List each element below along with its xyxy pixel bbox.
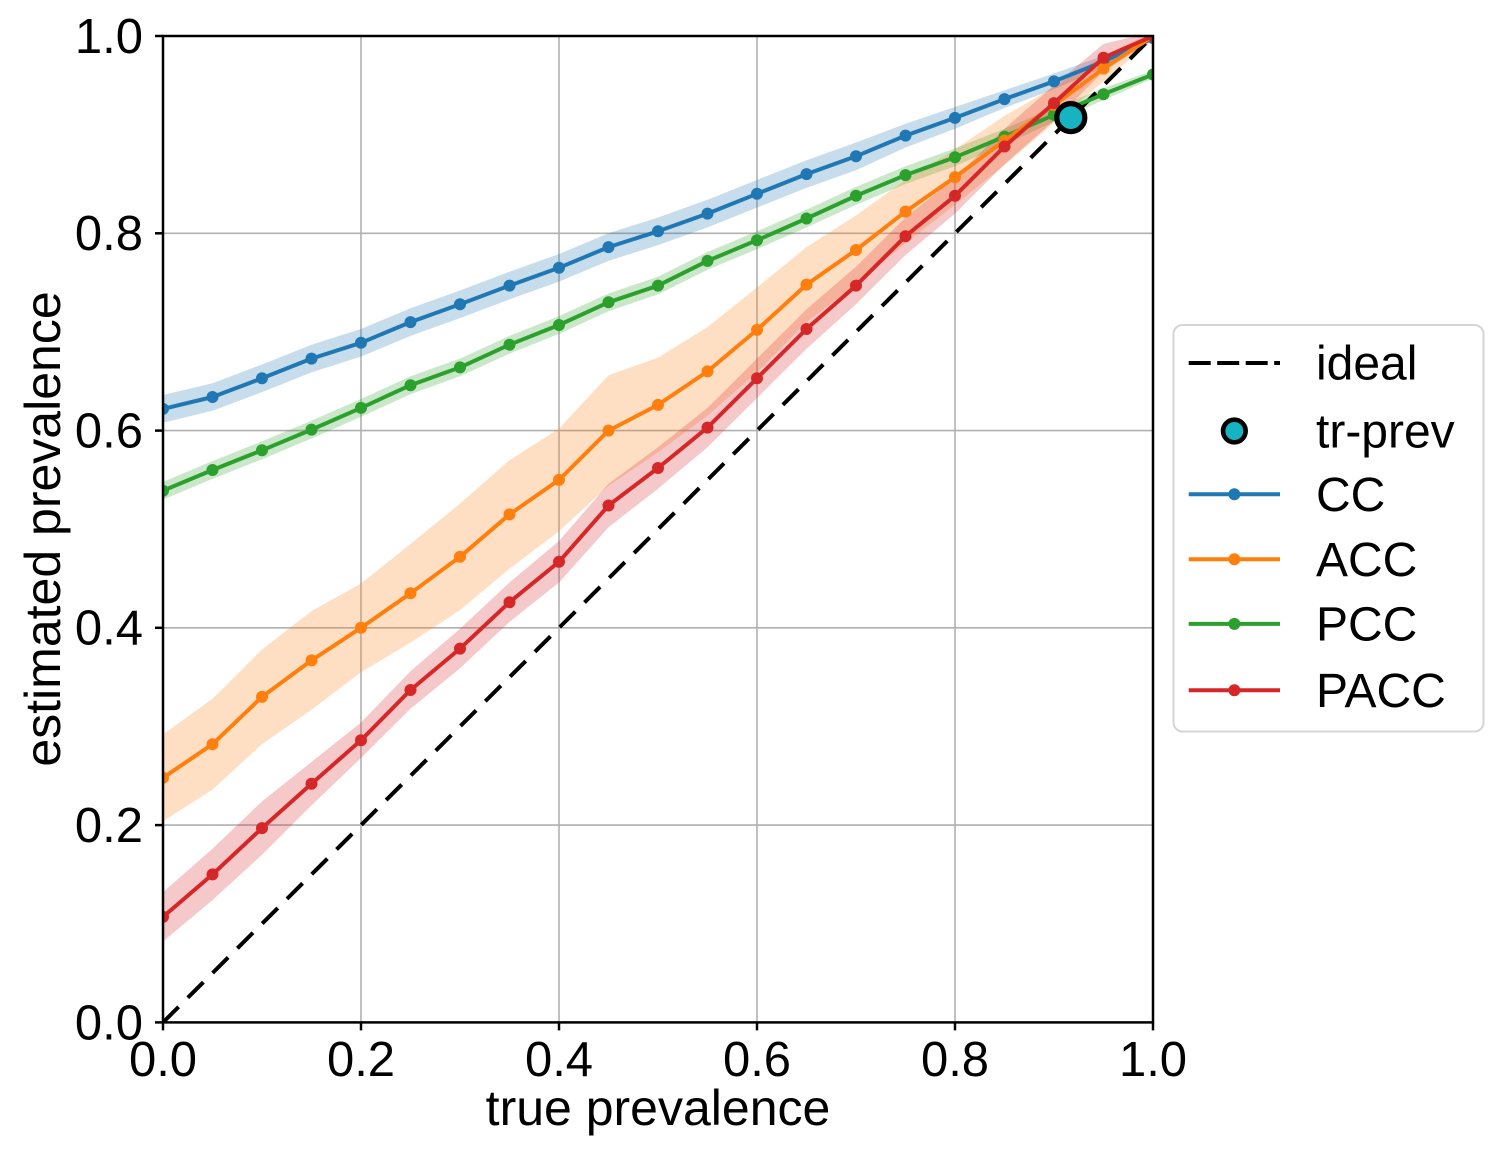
svg-text:tr-prev: tr-prev — [1316, 406, 1455, 459]
svg-text:estimated prevalence: estimated prevalence — [15, 291, 71, 766]
svg-text:PCC: PCC — [1316, 598, 1417, 651]
svg-text:ACC: ACC — [1316, 534, 1417, 587]
svg-text:0.2: 0.2 — [327, 1033, 395, 1087]
svg-text:0.4: 0.4 — [75, 602, 143, 656]
svg-text:0.4: 0.4 — [525, 1033, 593, 1087]
svg-text:true prevalence: true prevalence — [486, 1080, 831, 1136]
svg-text:0.8: 0.8 — [75, 207, 143, 261]
svg-text:0.6: 0.6 — [75, 405, 143, 459]
svg-text:0.8: 0.8 — [921, 1033, 989, 1087]
svg-text:0.6: 0.6 — [723, 1033, 791, 1087]
svg-text:ideal: ideal — [1316, 338, 1417, 391]
svg-text:0.2: 0.2 — [75, 799, 143, 853]
svg-text:1.0: 1.0 — [75, 10, 143, 64]
svg-text:PACC: PACC — [1316, 665, 1446, 718]
svg-text:CC: CC — [1316, 469, 1385, 522]
svg-text:0.0: 0.0 — [129, 1033, 197, 1087]
svg-text:1.0: 1.0 — [1119, 1033, 1187, 1087]
svg-text:0.0: 0.0 — [75, 996, 143, 1050]
